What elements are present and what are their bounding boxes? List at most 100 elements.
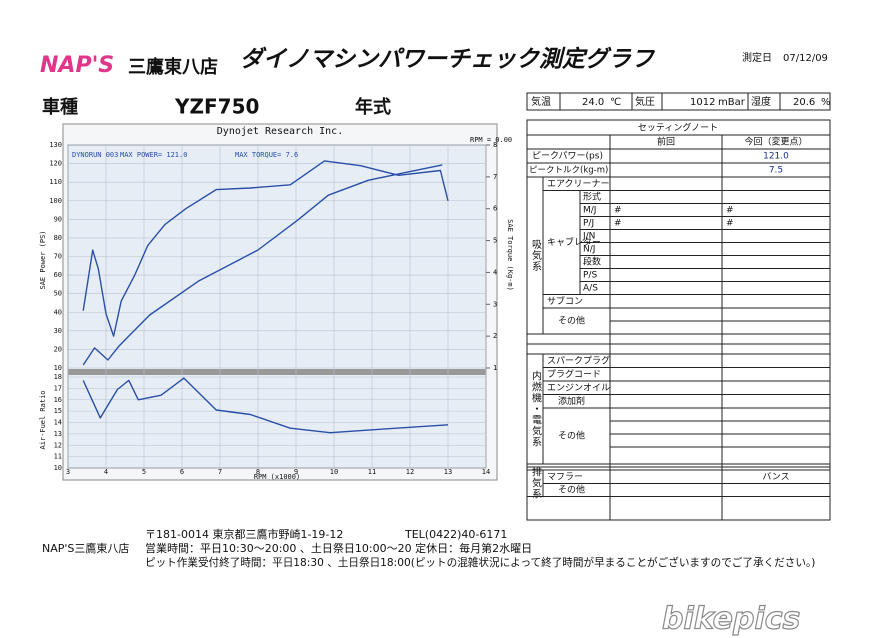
item-label: その他 (558, 484, 585, 496)
col-prev: 前回 (657, 136, 675, 148)
y-tick-label: 60 (54, 271, 62, 279)
y2-tick-label: 5 (493, 237, 497, 245)
y-tick-label: 110 (49, 178, 62, 186)
y2-tick-label: 8 (493, 141, 497, 149)
conditions: 気温 24.0 ℃ 気圧 1012 mBar 湿度 20.6 % (526, 92, 831, 111)
year-label: 年式 (355, 96, 391, 118)
x-tick-label: 10 (330, 468, 338, 476)
item-label: サブコン (547, 295, 583, 307)
item-label: マフラー (547, 471, 583, 482)
item-label: プラグコード (547, 368, 601, 380)
curr-value: # (726, 206, 734, 216)
item-label: エアクリーナー (547, 178, 610, 189)
x-axis-label: RPM (x1000) (254, 473, 300, 481)
y-tick-label: 40 (54, 308, 62, 316)
x-tick-label: 4 (104, 468, 108, 476)
peak-torque: 7.5 (769, 166, 783, 176)
x-tick-label: 12 (406, 468, 414, 476)
item-label: スパークプラグ (547, 354, 610, 366)
x-tick-label: 14 (482, 468, 490, 476)
humidity: 20.6 (793, 97, 815, 108)
pressure-label: 気圧 (635, 95, 655, 108)
humidity-label: 湿度 (751, 95, 771, 108)
y2-tick-label: 2 (493, 332, 497, 340)
prev-value: # (614, 206, 622, 216)
peak-power-label: ピークパワー(ps) (532, 151, 603, 162)
panel-divider (68, 369, 486, 375)
curve (82, 377, 449, 434)
y2-tick-label: 3 (493, 300, 497, 308)
y-tick-label: 20 (54, 345, 62, 353)
y-tick-label: 50 (54, 290, 62, 298)
title: ダイノマシンパワーチェック測定グラフ (240, 47, 656, 73)
peak-power: 121.0 (763, 152, 789, 162)
sub-label: P/S (583, 271, 597, 281)
humidity-unit: % (821, 97, 831, 108)
date-label: 測定日 (742, 51, 772, 64)
y-tick-label: 90 (54, 215, 62, 223)
plot-area (67, 144, 487, 469)
sub-label: M/J (583, 206, 596, 216)
settings-title: セッティングノート (638, 122, 718, 134)
model: YZF750 (174, 95, 259, 119)
y-tick-label: 10 (54, 364, 62, 372)
y-tick-label: 80 (54, 234, 62, 242)
sub-label: P/J (583, 219, 594, 229)
date: 07/12/09 (783, 53, 828, 64)
x-tick-label: 5 (142, 468, 146, 476)
y3-tick-label: 16 (54, 396, 62, 404)
sub-label: J/N (582, 232, 595, 242)
table-box (526, 119, 831, 521)
y-tick-label: 30 (54, 327, 62, 335)
sub-label: 段数 (583, 256, 601, 268)
y3-axis-label: Air-Fuel Ratio (39, 390, 47, 449)
store: 三鷹東八店 (128, 56, 218, 78)
curve (82, 164, 443, 366)
power-label: MAX POWER= 121.0 (120, 151, 187, 159)
chart-title: Dynojet Research Inc. (217, 126, 343, 137)
prev-value: # (614, 219, 622, 229)
y3-tick-label: 10 (54, 464, 62, 472)
y3-tick-label: 12 (54, 441, 62, 449)
sub-label: A/S (583, 284, 598, 294)
torque-label: MAX TORQUE= 7.6 (235, 151, 298, 159)
y2-axis-label: SAE Torque (Kg-m) (506, 219, 514, 291)
y3-tick-label: 11 (54, 453, 62, 461)
y3-tick-label: 17 (54, 384, 62, 392)
y-axis-label: SAE Power (PS) (39, 230, 47, 289)
hours: 営業時間：平日10:30～20:00 、土日祭日10:00～20 定休日：毎月第… (145, 541, 532, 555)
item-label: その他 (558, 430, 585, 442)
item-label: その他 (558, 315, 585, 327)
y3-tick-label: 14 (54, 419, 62, 427)
model-label: 車種 (42, 96, 78, 118)
temp-label: 気温 (531, 95, 551, 108)
x-tick-label: 6 (180, 468, 184, 476)
temp-unit: ℃ (610, 97, 621, 108)
rpm-readout: RPM = 0.00 (470, 136, 512, 144)
group-label: 排気系 (530, 466, 542, 500)
curve (82, 160, 449, 337)
y3-tick-label: 13 (54, 430, 62, 438)
y-tick-label: 120 (49, 160, 62, 168)
x-tick-label: 13 (444, 468, 452, 476)
col-curr: 今回（変更点） (744, 136, 807, 148)
y2-tick-label: 1 (493, 364, 497, 372)
footer-store: NAP'S三鷹東八店 (42, 541, 129, 555)
y2-tick-label: 4 (493, 268, 497, 276)
x-tick-label: 7 (218, 468, 222, 476)
address: 〒181-0014 東京都三鷹市野崎1-19-12 (145, 527, 343, 541)
tel: TEL(0422)40-6171 (404, 528, 507, 541)
pit-hours: ピット作業受付終了時間：平日18:30 、土日祭日18:00(ピットの混雑状況に… (145, 556, 815, 569)
y-tick-label: 70 (54, 253, 62, 261)
y-tick-label: 100 (49, 197, 62, 205)
curr-value: バンス (762, 471, 789, 482)
item-label: 添加剤 (558, 395, 585, 407)
x-tick-label: 9 (294, 468, 298, 476)
dyno-chart: 3 4 5 6 7 8 9 10 11 12 13 1410203040506070809010011… (39, 123, 514, 481)
brand: NAP'S (40, 53, 114, 78)
pressure: 1012 (690, 97, 715, 108)
y-tick-label: 130 (49, 141, 62, 149)
x-tick-label: 8 (256, 468, 260, 476)
group-label: 内燃機・電気系 (530, 369, 542, 447)
